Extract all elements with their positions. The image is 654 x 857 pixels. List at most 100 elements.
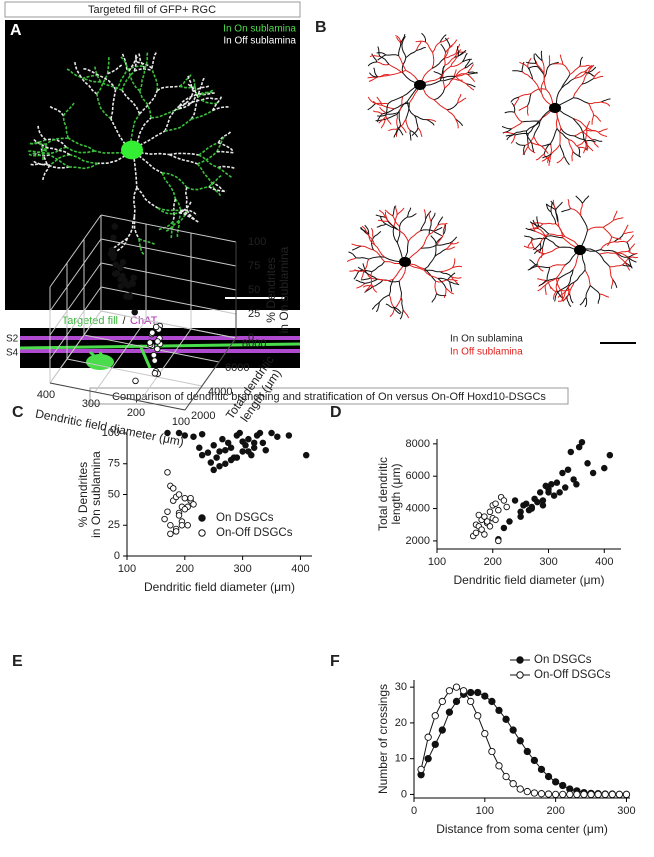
- legend-marker: [199, 515, 205, 521]
- dendrite: [573, 98, 588, 104]
- dendrite: [397, 114, 398, 127]
- data-point: [554, 480, 560, 486]
- data-point: [131, 275, 137, 281]
- data-point: [432, 713, 438, 719]
- data-point: [540, 498, 546, 504]
- dendrite: [598, 132, 607, 137]
- data-point: [127, 293, 133, 299]
- data-point: [208, 460, 214, 466]
- x-axis-label: Distance from soma center (μm): [436, 822, 608, 836]
- data-point: [482, 532, 488, 538]
- data-point: [211, 467, 217, 473]
- dendrite: [600, 294, 609, 297]
- y-tick-label: 8000: [406, 438, 430, 450]
- dendrite: [379, 295, 389, 303]
- dendrite: [533, 243, 540, 250]
- dendrite: [572, 152, 573, 162]
- dendrite: [541, 51, 542, 61]
- data-point: [496, 538, 502, 544]
- dendrite: [603, 227, 612, 237]
- x-tick-label: 300: [82, 398, 100, 410]
- legend-marker: [199, 530, 205, 536]
- legend-text: In On sublamina: [223, 24, 296, 35]
- dendrite: [425, 42, 432, 52]
- dendrite: [373, 111, 382, 114]
- dendrite: [527, 122, 540, 131]
- x-axis-label: Dendritic field diameter (μm): [144, 580, 295, 594]
- data-point: [482, 693, 488, 699]
- data-point: [453, 684, 459, 690]
- dendrite: [580, 57, 583, 66]
- data-point: [523, 501, 529, 507]
- dendrite: [531, 89, 546, 94]
- dendrite: [399, 97, 402, 113]
- dendrite: [610, 265, 623, 267]
- data-point: [512, 498, 518, 504]
- strip-label: Targeted fill: [62, 315, 118, 327]
- data-point: [176, 513, 182, 519]
- dendrite: [567, 298, 571, 307]
- data-point: [165, 470, 171, 476]
- dendrite: [418, 128, 422, 137]
- data-point: [152, 358, 158, 364]
- dendrite: [528, 66, 537, 69]
- data-point: [529, 506, 535, 512]
- dendrite: [438, 278, 446, 288]
- dendrite: [564, 156, 569, 164]
- dendrite: [400, 310, 403, 319]
- dendrite: [537, 254, 544, 264]
- data-point: [439, 698, 445, 704]
- dendrite: [399, 281, 401, 297]
- dendrite: [580, 65, 590, 66]
- dendrite: [396, 205, 398, 215]
- data-point: [475, 689, 481, 695]
- data-point: [623, 791, 629, 797]
- dendrite: [526, 62, 536, 63]
- dendrite: [542, 144, 552, 146]
- dendrite: [448, 280, 458, 281]
- dendrite: [576, 196, 583, 203]
- dendrite: [398, 127, 403, 135]
- y-tick-label: 6000: [225, 362, 249, 374]
- z-axis-label: in On sublamina: [277, 246, 291, 333]
- data-point: [173, 529, 179, 535]
- x-tick-label: 200: [546, 805, 564, 817]
- data-point: [507, 519, 513, 525]
- data-point: [496, 507, 502, 513]
- dendrite: [568, 199, 571, 209]
- dendrite: [589, 102, 602, 104]
- dendrite: [389, 295, 393, 307]
- dendrite: [415, 116, 419, 128]
- panel-label: E: [12, 653, 23, 670]
- z-tick-label: 100: [248, 236, 266, 248]
- panel-label: A: [10, 22, 22, 39]
- dendrite: [378, 47, 380, 57]
- dendrite: [545, 285, 546, 295]
- dendrite: [504, 132, 514, 133]
- dendrite: [378, 220, 388, 221]
- dendrite: [421, 230, 434, 231]
- data-point: [574, 481, 580, 487]
- data-point: [260, 440, 266, 446]
- data-point: [473, 530, 479, 536]
- dendrite: [586, 141, 596, 142]
- dendrite: [377, 279, 393, 280]
- data-point: [196, 445, 202, 451]
- data-point: [113, 262, 119, 268]
- dendrite: [545, 247, 560, 254]
- dendrite: [537, 216, 539, 226]
- data-point: [510, 727, 516, 733]
- dendrite: [437, 243, 450, 245]
- x-tick-label: 100: [118, 563, 136, 575]
- data-point: [168, 522, 174, 528]
- y-axis-label: Number of crossings: [376, 684, 390, 794]
- dendrite: [433, 231, 442, 236]
- data-point: [170, 486, 176, 492]
- data-point: [251, 440, 257, 446]
- dendrite: [399, 43, 401, 56]
- z-tick-label: 75: [248, 260, 260, 272]
- dendrite: [560, 128, 561, 144]
- data-point: [601, 465, 607, 471]
- dendrite: [543, 223, 556, 224]
